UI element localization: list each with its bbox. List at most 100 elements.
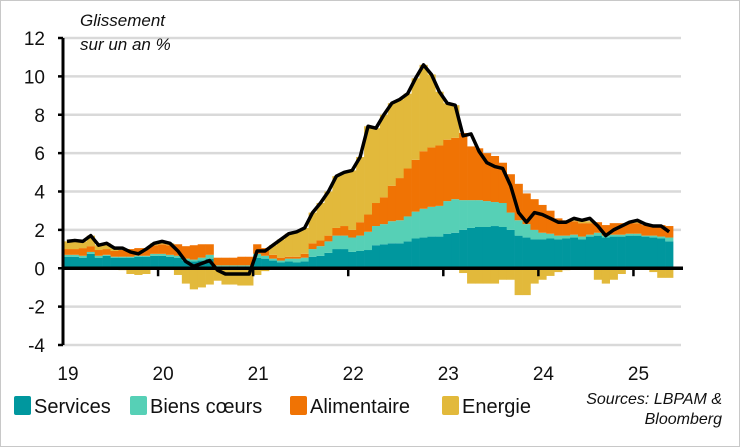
bar-services — [601, 237, 610, 269]
bar-alimentaire — [387, 185, 397, 222]
bar-energie — [63, 241, 72, 250]
bar-alimentaire — [372, 203, 381, 227]
bar-biens-cœurs — [372, 226, 381, 246]
bar-biens-cœurs — [379, 224, 389, 245]
bar-alimentaire — [70, 249, 80, 255]
bar-services — [395, 243, 404, 269]
bar-services — [181, 260, 191, 269]
bar-energie — [451, 105, 460, 138]
bar-energie — [387, 103, 397, 186]
bar-alimentaire — [538, 204, 547, 233]
bar-biens-cœurs — [578, 236, 587, 240]
bar-alimentaire — [205, 244, 214, 255]
y-tick-label: 12 — [24, 29, 45, 50]
bar-alimentaire — [324, 235, 333, 242]
bar-services — [427, 236, 436, 269]
bar-services — [435, 236, 444, 269]
bar-services — [419, 237, 428, 269]
bar-energie — [490, 268, 500, 284]
bar-energie — [506, 268, 515, 280]
bar-services — [348, 251, 357, 269]
bar-energie — [356, 156, 365, 223]
x-tick-label: 20 — [153, 364, 174, 385]
bar-biens-cœurs — [102, 254, 111, 256]
y-tick-label: -4 — [28, 336, 45, 357]
bar-alimentaire — [554, 218, 563, 236]
bar-energie — [78, 241, 88, 249]
bar-services — [546, 238, 555, 269]
x-tick-label: 23 — [438, 364, 459, 385]
bar-energie — [514, 268, 523, 296]
bar-alimentaire — [316, 240, 325, 247]
bar-alimentaire — [379, 197, 389, 225]
bar-biens-cœurs — [118, 256, 127, 258]
bar-alimentaire — [86, 246, 95, 252]
axes — [58, 36, 683, 347]
bar-biens-cœurs — [443, 201, 452, 234]
bar-biens-cœurs — [609, 234, 618, 237]
bar-biens-cœurs — [538, 232, 547, 240]
bar-services — [625, 235, 634, 269]
bar-services — [641, 236, 650, 269]
bar-services — [158, 255, 167, 269]
bar-alimentaire — [221, 257, 230, 266]
bar-services — [308, 256, 317, 269]
bar-services — [657, 238, 666, 269]
bar-alimentaire — [641, 225, 650, 236]
y-tick-label: 4 — [34, 183, 45, 204]
bar-energie — [364, 126, 373, 215]
bar-services — [617, 236, 626, 269]
bar-alimentaire — [229, 257, 238, 266]
bar-alimentaire — [498, 162, 507, 204]
bar-energie — [593, 268, 603, 280]
bar-biens-cœurs — [641, 235, 650, 237]
bar-alimentaire — [237, 256, 246, 266]
bar-alimentaire — [657, 225, 666, 237]
bar-biens-cœurs — [387, 221, 397, 244]
bar-biens-cœurs — [482, 201, 492, 227]
bar-services — [253, 257, 262, 269]
bar-services — [142, 256, 151, 269]
bar-services — [578, 239, 587, 269]
legend: Services Biens cœurs Alimentaire Energie — [14, 396, 531, 418]
bar-alimentaire — [522, 193, 531, 225]
bar-energie — [459, 268, 468, 274]
bar-services — [86, 253, 95, 269]
bar-biens-cœurs — [166, 254, 175, 257]
bar-alimentaire — [546, 210, 555, 234]
bar-alimentaire — [276, 257, 286, 261]
bar-services — [522, 237, 531, 269]
bar-biens-cœurs — [530, 229, 539, 240]
bar-services — [498, 226, 507, 269]
bar-biens-cœurs — [94, 255, 103, 258]
bar-energie — [102, 243, 111, 250]
bar-services — [63, 256, 72, 269]
bar-alimentaire — [245, 256, 254, 266]
bar-alimentaire — [562, 220, 571, 236]
bar-services — [554, 239, 563, 269]
x-tick-label: 21 — [248, 364, 269, 385]
bar-biens-cœurs — [514, 220, 523, 236]
bar-services — [284, 261, 294, 269]
bar-biens-cœurs — [364, 231, 373, 251]
bar-energie — [554, 268, 563, 273]
bar-biens-cœurs — [197, 257, 206, 261]
bar-energie — [173, 268, 183, 275]
bar-services — [78, 257, 88, 269]
bar-energie — [332, 176, 341, 228]
bar-biens-cœurs — [633, 233, 642, 236]
bar-biens-cœurs — [134, 255, 143, 257]
bar-energie — [189, 268, 198, 290]
bar-biens-cœurs — [173, 255, 183, 258]
bar-energie — [498, 268, 507, 280]
bar-alimentaire — [364, 214, 373, 232]
bar-alimentaire — [490, 156, 500, 203]
bar-energie — [657, 268, 666, 278]
bar-alimentaire — [451, 137, 460, 200]
bar-alimentaire — [110, 250, 119, 257]
bar-services — [451, 232, 460, 269]
bar-services — [261, 258, 270, 269]
legend-swatch — [130, 396, 147, 415]
bar-energie — [237, 268, 246, 286]
